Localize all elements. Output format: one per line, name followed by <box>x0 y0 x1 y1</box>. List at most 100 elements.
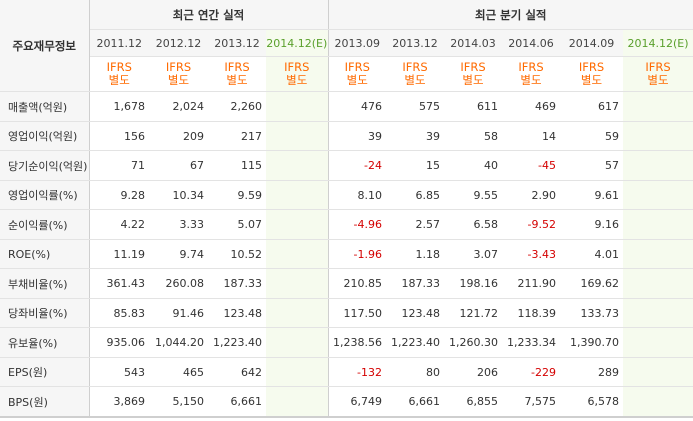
table-cell: 67 <box>149 150 208 181</box>
table-cell: 3.33 <box>149 209 208 240</box>
table-cell <box>623 327 693 358</box>
table-cell <box>266 121 329 151</box>
table-cell: 611 <box>444 91 502 122</box>
table-cell: 1,678 <box>89 91 149 122</box>
table-cell: 123.48 <box>208 298 266 328</box>
table-row: EPS(원) 543 465 642 -132 80 206 -229 289 <box>0 357 693 387</box>
period-header: 2014.03 <box>444 29 502 57</box>
table-cell: -229 <box>502 357 560 387</box>
table-cell: 10.52 <box>208 239 266 269</box>
table-cell: 7,575 <box>502 386 560 418</box>
table-cell: 169.62 <box>560 268 623 299</box>
table-cell: 39 <box>328 121 386 151</box>
ifrs-standard: IFRS <box>284 60 310 74</box>
ifrs-basis: 별도 <box>286 73 308 87</box>
table-cell: 115 <box>208 150 266 181</box>
table-row: BPS(원) 3,869 5,150 6,661 6,749 6,661 6,855 7,57… <box>0 386 693 418</box>
table-row: 매출액(억원) 1,678 2,024 2,260 476 575 611 469 617 <box>0 91 693 122</box>
ifrs-basis: 별도 <box>108 73 130 87</box>
ifrs-label: IFRS 별도 <box>89 56 149 92</box>
table-cell: 1,233.34 <box>502 327 560 358</box>
ifrs-label: IFRS 별도 <box>208 56 266 92</box>
table-cell: 3,869 <box>89 386 149 418</box>
period-header: 2013.09 <box>328 29 386 57</box>
period-header: 2014.12(E) <box>266 29 329 57</box>
ifrs-standard: IFRS <box>224 60 250 74</box>
table-cell: 1.18 <box>386 239 444 269</box>
table-cell: 2.90 <box>502 180 560 210</box>
row-label: 당기순이익(억원) <box>0 150 90 181</box>
table-cell: 1,390.70 <box>560 327 623 358</box>
row-label: ROE(%) <box>0 239 90 269</box>
table-cell <box>266 327 329 358</box>
table-cell: 6.58 <box>444 209 502 240</box>
annual-group-title: 최근 연간 실적 <box>89 0 329 30</box>
table-row: ROE(%) 11.19 9.74 10.52 -1.96 1.18 3.07 -3.43 4.… <box>0 239 693 269</box>
table-cell: 121.72 <box>444 298 502 328</box>
table-cell: 15 <box>386 150 444 181</box>
ifrs-standard: IFRS <box>106 60 132 74</box>
table-cell <box>266 357 329 387</box>
table-cell: 642 <box>208 357 266 387</box>
ifrs-basis: 별도 <box>580 73 603 87</box>
table-cell: 2,024 <box>149 91 208 122</box>
table-cell: -1.96 <box>328 239 386 269</box>
table-cell: 9.16 <box>560 209 623 240</box>
ifrs-standard: IFRS <box>645 60 671 74</box>
table-cell: 6,749 <box>328 386 386 418</box>
table-cell: 9.74 <box>149 239 208 269</box>
table-cell <box>266 298 329 328</box>
table-cell: -9.52 <box>502 209 560 240</box>
table-cell: 617 <box>560 91 623 122</box>
table-cell: 289 <box>560 357 623 387</box>
period-header: 2013.12 <box>386 29 444 57</box>
table-cell: 209 <box>149 121 208 151</box>
table-cell <box>266 239 329 269</box>
row-label: 매출액(억원) <box>0 91 90 122</box>
table-cell: 187.33 <box>386 268 444 299</box>
table-cell: 361.43 <box>89 268 149 299</box>
table-cell <box>266 150 329 181</box>
table-cell: 6,855 <box>444 386 502 418</box>
table-cell: 85.83 <box>89 298 149 328</box>
table-row: 순이익률(%) 4.22 3.33 5.07 -4.96 2.57 6.58 -9.52 9.1… <box>0 209 693 240</box>
period-header: 2014.12(E) <box>623 29 693 57</box>
table-cell: 543 <box>89 357 149 387</box>
table-cell: 6,578 <box>560 386 623 418</box>
ifrs-basis: 별도 <box>404 73 426 87</box>
table-cell: 11.19 <box>89 239 149 269</box>
table-cell: 1,223.40 <box>386 327 444 358</box>
table-cell: 4.01 <box>560 239 623 269</box>
ifrs-basis: 별도 <box>520 73 542 87</box>
table-cell: 935.06 <box>89 327 149 358</box>
table-cell: 9.55 <box>444 180 502 210</box>
ifrs-label: IFRS 별도 <box>502 56 560 92</box>
table-cell: 80 <box>386 357 444 387</box>
ifrs-basis: 별도 <box>346 73 368 87</box>
table-cell: 117.50 <box>328 298 386 328</box>
table-cell: 2,260 <box>208 91 266 122</box>
table-cell <box>623 386 693 418</box>
table-cell: 14 <box>502 121 560 151</box>
table-cell: 476 <box>328 91 386 122</box>
table-cell: 1,223.40 <box>208 327 266 358</box>
table-cell <box>623 150 693 181</box>
table-cell: 8.10 <box>328 180 386 210</box>
table-cell: 91.46 <box>149 298 208 328</box>
ifrs-standard: IFRS <box>518 60 544 74</box>
table-cell: 1,044.20 <box>149 327 208 358</box>
table-cell: 71 <box>89 150 149 181</box>
table-cell: -24 <box>328 150 386 181</box>
ifrs-standard: IFRS <box>402 60 428 74</box>
table-cell: -4.96 <box>328 209 386 240</box>
table-cell: 575 <box>386 91 444 122</box>
ifrs-label: IFRS 별도 <box>623 56 693 92</box>
table-row: 당좌비율(%) 85.83 91.46 123.48 117.50 123.48 121.7… <box>0 298 693 328</box>
ifrs-standard: IFRS <box>578 60 605 74</box>
table-cell: 211.90 <box>502 268 560 299</box>
table-row: 부채비율(%) 361.43 260.08 187.33 210.85 187.33 198… <box>0 268 693 299</box>
table-cell: 59 <box>560 121 623 151</box>
table-cell: 5.07 <box>208 209 266 240</box>
ifrs-standard: IFRS <box>460 60 486 74</box>
table-cell: 2.57 <box>386 209 444 240</box>
